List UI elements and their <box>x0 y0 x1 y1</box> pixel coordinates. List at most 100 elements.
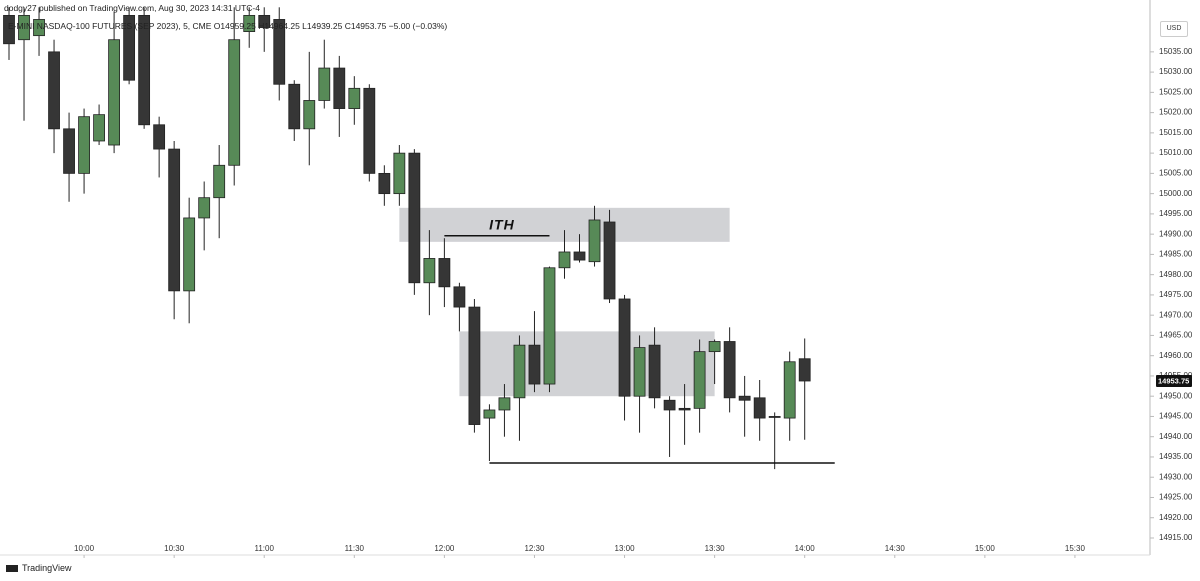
candle-body <box>678 407 691 411</box>
y-tick-label: 14985.00 <box>1159 250 1193 259</box>
x-tick-label: 15:30 <box>1065 544 1086 553</box>
candle-body <box>108 39 120 146</box>
plot: ITH <box>3 7 835 470</box>
candle-body <box>18 14 30 41</box>
candle-body <box>153 124 166 150</box>
candle-body <box>303 100 316 130</box>
candle-body <box>48 51 60 130</box>
candle-body <box>378 172 391 195</box>
candle-body <box>198 197 211 219</box>
candle-body <box>498 397 511 411</box>
y-tick-label: 14995.00 <box>1159 209 1193 218</box>
candle-body <box>708 341 721 353</box>
x-tick-label: 11:00 <box>255 544 275 553</box>
candle-body <box>483 409 496 419</box>
candle-body <box>423 258 436 284</box>
candle-body <box>138 14 151 126</box>
candle-body <box>453 286 466 308</box>
y-tick-label: 15015.00 <box>1159 128 1193 137</box>
x-tick-label: 10:30 <box>164 544 185 553</box>
candle-body <box>558 251 571 269</box>
candle-body <box>183 217 196 292</box>
x-tick-label: 13:30 <box>705 544 726 553</box>
last-price-box <box>1156 375 1192 388</box>
level-label: ITH <box>489 216 515 232</box>
candle-body <box>228 39 241 166</box>
candle-body <box>288 83 301 130</box>
x-tick-label: 15:00 <box>975 544 996 553</box>
candle-body <box>258 14 271 28</box>
candle-body <box>693 351 706 409</box>
candle-body <box>723 341 736 399</box>
y-tick-label: 15020.00 <box>1159 108 1193 117</box>
candle-body <box>123 14 136 81</box>
candle-body <box>333 67 346 109</box>
candle-body <box>633 347 646 397</box>
candle-body <box>363 87 376 174</box>
x-tick-label: 13:00 <box>615 544 636 553</box>
candle-body <box>168 148 181 292</box>
candle-body <box>753 397 766 419</box>
y-tick-label: 15000.00 <box>1159 189 1193 198</box>
y-tick-label: 14920.00 <box>1159 513 1193 522</box>
x-tick-label: 11:30 <box>345 544 365 553</box>
y-tick-label: 15035.00 <box>1159 47 1193 56</box>
candle-body <box>603 221 616 300</box>
candle-body <box>78 116 90 174</box>
y-tick-label: 14915.00 <box>1159 533 1193 542</box>
y-tick-label: 14980.00 <box>1159 270 1193 279</box>
symbol-info: E-MINI NASDAQ-100 FUTURES (SEP 2023), 5,… <box>8 21 448 31</box>
candle-body <box>408 152 421 284</box>
candle-body <box>573 251 586 261</box>
footer: TradingView <box>6 563 72 573</box>
last-price-label: 14953.75 <box>1158 376 1189 385</box>
candle-body <box>618 298 631 397</box>
y-tick-label: 15025.00 <box>1159 87 1193 96</box>
candle-body <box>33 19 45 37</box>
y-tick-label: 14925.00 <box>1159 493 1193 502</box>
candle-body <box>243 14 256 32</box>
candle-body <box>768 416 781 418</box>
y-tick-label: 14940.00 <box>1159 432 1193 441</box>
logo <box>6 564 18 572</box>
candle-body <box>588 219 601 263</box>
y-tick-label: 14950.00 <box>1159 391 1193 400</box>
candle-body <box>663 399 676 411</box>
candle-body <box>93 114 105 142</box>
candle-body <box>798 358 811 382</box>
candle-body <box>783 361 796 419</box>
x-tick-label: 12:00 <box>434 544 455 553</box>
candle-body <box>348 87 361 109</box>
candle-body <box>648 344 661 399</box>
y-tick-label: 14970.00 <box>1159 310 1193 319</box>
x-tick-label: 14:00 <box>795 544 816 553</box>
zone <box>459 331 715 397</box>
candle-body <box>438 258 451 288</box>
y-tick-label: 14930.00 <box>1159 472 1193 481</box>
x-tick-label: 14:30 <box>885 544 906 553</box>
y-tick-label: 15005.00 <box>1159 168 1193 177</box>
y-tick-label: 15030.00 <box>1159 67 1193 76</box>
candle-body <box>273 19 286 85</box>
y-tick-label: 15010.00 <box>1159 148 1193 157</box>
candle-body <box>513 344 526 399</box>
candle-body <box>63 128 75 174</box>
y-tick-label: 14990.00 <box>1159 229 1193 238</box>
candle-body <box>528 344 541 385</box>
y-tick-label: 14935.00 <box>1159 452 1193 461</box>
y-tick-label: 14945.00 <box>1159 412 1193 421</box>
publisher: dodgy27 published on TradingView.com, Au… <box>4 3 260 13</box>
candle-body <box>738 395 751 401</box>
footer-brand: TradingView <box>22 563 72 573</box>
y-tick-label: 14960.00 <box>1159 351 1193 360</box>
candle-body <box>3 14 15 45</box>
y-tick-label: 14975.00 <box>1159 290 1193 299</box>
y-tick-label: 14965.00 <box>1159 331 1193 340</box>
currency: USD <box>1160 21 1188 37</box>
x-tick-label: 12:30 <box>524 544 545 553</box>
candle-body <box>393 152 406 195</box>
x-tick-label: 10:00 <box>74 544 95 553</box>
candle-body <box>468 306 481 425</box>
